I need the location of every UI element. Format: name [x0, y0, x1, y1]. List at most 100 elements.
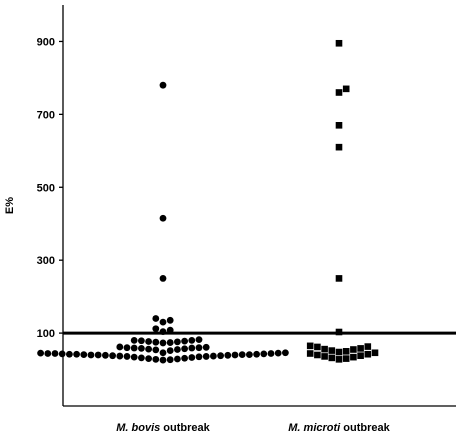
x-category-label-species: M. bovis	[116, 422, 160, 434]
data-point-circle	[87, 351, 95, 359]
data-point-square	[335, 328, 343, 336]
data-point-circle	[188, 336, 196, 344]
data-point-circle	[202, 343, 210, 351]
data-point-circle	[159, 81, 167, 89]
data-point-circle	[274, 349, 282, 357]
data-point-circle	[123, 344, 131, 352]
data-point-circle	[181, 345, 189, 353]
data-point-circle	[116, 352, 124, 360]
data-point-circle	[210, 352, 217, 360]
data-points	[37, 39, 379, 364]
data-point-square	[335, 39, 343, 47]
data-point-circle	[238, 351, 246, 358]
x-axis-category-labels: M. bovis outbreak M. microti outbreak	[116, 422, 390, 434]
data-point-circle	[246, 351, 253, 358]
data-point-circle	[166, 339, 174, 346]
y-tick-label: 900	[37, 36, 55, 48]
data-point-circle	[253, 350, 260, 358]
data-point-circle	[37, 349, 44, 357]
data-point-circle	[159, 349, 167, 357]
y-tick-label: 700	[37, 109, 55, 121]
data-point-circle	[166, 326, 174, 334]
data-point-circle	[195, 344, 203, 352]
data-point-circle	[166, 316, 174, 324]
data-point-square	[314, 351, 321, 359]
data-point-circle	[282, 349, 289, 357]
data-point-circle	[58, 350, 66, 358]
y-tick-label: 300	[37, 255, 55, 267]
data-point-circle	[202, 353, 210, 360]
data-point-circle	[174, 346, 181, 353]
data-point-circle	[159, 356, 167, 364]
data-point-circle	[152, 338, 160, 346]
data-point-circle	[195, 353, 203, 361]
data-point-square	[371, 349, 379, 357]
data-point-circle	[260, 350, 268, 358]
data-point-circle	[102, 351, 109, 359]
data-point-circle	[138, 354, 145, 362]
data-point-square	[335, 348, 343, 356]
data-point-circle	[224, 351, 232, 359]
data-point-square	[321, 353, 328, 360]
data-point-circle	[51, 350, 59, 357]
data-point-circle	[159, 275, 167, 282]
data-point-circle	[145, 345, 153, 353]
data-point-square	[335, 356, 343, 363]
data-point-square	[364, 350, 372, 358]
data-point-circle	[152, 355, 160, 363]
data-point-square	[342, 355, 350, 362]
data-point-square	[314, 343, 321, 351]
data-point-square	[350, 346, 357, 353]
data-point-circle	[109, 352, 116, 360]
data-point-square	[306, 350, 314, 357]
x-category-label: M. microti outbreak	[288, 422, 390, 434]
data-point-square	[350, 353, 357, 361]
data-point-circle	[145, 338, 153, 345]
data-point-circle	[166, 347, 174, 354]
data-point-circle	[66, 350, 73, 358]
data-point-square	[321, 345, 328, 353]
data-point-square	[328, 347, 336, 354]
data-point-circle	[130, 336, 138, 344]
data-point-square	[357, 352, 364, 359]
data-point-circle	[195, 336, 203, 344]
data-point-square	[335, 275, 343, 282]
data-point-circle	[138, 345, 145, 352]
data-point-circle	[181, 354, 189, 362]
data-point-circle	[166, 356, 174, 364]
y-axis-title: E%	[4, 197, 16, 214]
data-point-square	[335, 143, 343, 151]
data-point-circle	[44, 350, 52, 357]
data-point-circle	[217, 352, 225, 360]
data-point-square	[306, 342, 314, 350]
data-point-circle	[188, 344, 196, 352]
data-point-square	[342, 348, 350, 355]
data-point-square	[342, 85, 350, 93]
y-tick-label: 100	[37, 328, 55, 340]
data-point-circle	[159, 339, 167, 347]
data-point-square	[357, 345, 364, 352]
data-point-circle	[116, 343, 124, 351]
data-point-circle	[267, 350, 275, 357]
data-point-square	[335, 122, 343, 129]
x-category-label-suffix: outbreak	[160, 422, 210, 434]
data-point-circle	[138, 337, 145, 345]
y-tick-label: 500	[37, 182, 55, 194]
data-point-circle	[152, 325, 160, 333]
data-point-circle	[181, 337, 189, 345]
data-point-circle	[152, 315, 160, 322]
y-axis-ticks: 100 300 500 700 900	[37, 36, 63, 340]
data-point-circle	[73, 350, 80, 358]
data-point-square	[328, 354, 336, 362]
data-point-circle	[152, 346, 160, 354]
x-category-label-suffix: outbreak	[340, 422, 390, 434]
data-point-circle	[130, 353, 138, 361]
data-point-circle	[145, 355, 153, 363]
data-point-circle	[159, 328, 167, 336]
data-point-circle	[159, 318, 167, 326]
data-point-circle	[123, 353, 131, 360]
data-point-circle	[174, 355, 181, 363]
x-category-label-species: M. microti	[288, 422, 341, 434]
data-point-circle	[188, 354, 196, 361]
